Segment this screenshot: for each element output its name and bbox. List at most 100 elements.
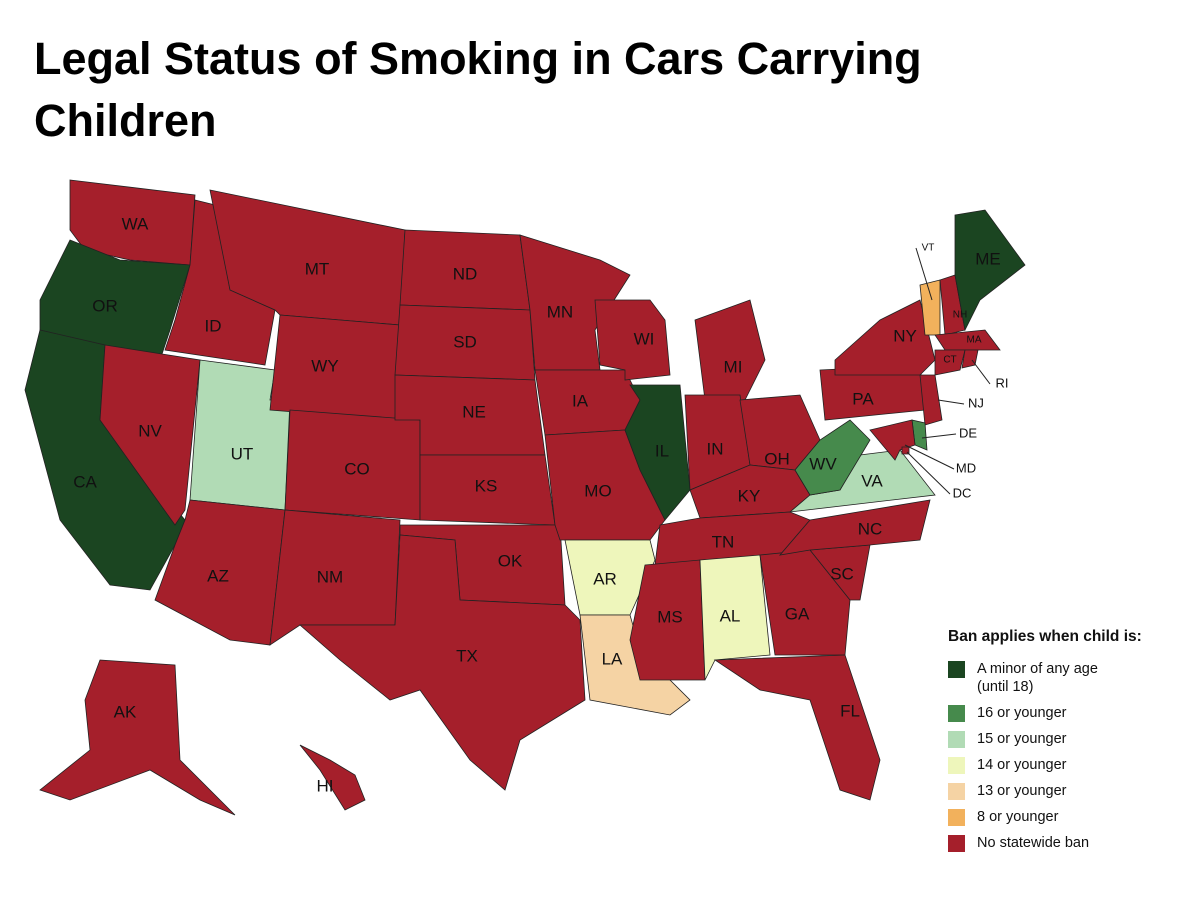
legend-item: 14 or younger [948, 756, 1178, 774]
state-label: PA [852, 389, 874, 408]
state [919, 374, 943, 426]
legend-label: 14 or younger [977, 757, 1067, 773]
state-label: AR [593, 569, 617, 588]
state-label: MD [956, 460, 976, 475]
state-label: TN [712, 532, 735, 551]
state [629, 559, 706, 681]
state [934, 349, 966, 376]
state-label: NC [858, 519, 883, 538]
state-label: KY [738, 486, 761, 505]
state-label: UT [231, 444, 254, 463]
title: Legal Status of Smoking in Cars Carrying… [34, 33, 922, 146]
state-label: ID [205, 316, 222, 335]
legend-item: 13 or younger [948, 782, 1178, 800]
leader-line [906, 451, 951, 495]
legend-title: Ban applies when child is: [948, 628, 1142, 645]
state-label: MA [967, 335, 982, 346]
legend-swatch [948, 835, 965, 852]
state-label: CO [344, 459, 370, 478]
legend-item: A minor of any age (until 18) [948, 660, 1178, 696]
state [778, 499, 931, 556]
state-label: OK [498, 551, 523, 570]
state-label: GA [785, 604, 810, 623]
state-label: MO [584, 481, 611, 500]
leader-line [937, 399, 965, 405]
legend-item: 16 or younger [948, 704, 1178, 722]
state-label: MN [547, 302, 573, 321]
state [624, 384, 691, 521]
state-label: AK [114, 702, 137, 721]
state [579, 614, 691, 716]
state-label: OR [92, 296, 118, 315]
state-label: IN [707, 439, 724, 458]
state-label: AL [720, 606, 741, 625]
state-label: NM [317, 567, 343, 586]
legend: Ban applies when child is: A minor of an… [948, 628, 1178, 860]
state-label: FL [840, 701, 860, 720]
state-label: MT [305, 259, 330, 278]
state [39, 659, 236, 816]
state-label: SD [453, 332, 477, 351]
state [594, 299, 671, 381]
leader-line [921, 433, 957, 439]
legend-label: A minor of any age (until 18) [977, 661, 1098, 695]
legend-swatch [948, 731, 965, 748]
leader-line [904, 444, 955, 470]
state [954, 209, 1026, 332]
leader-line [915, 247, 933, 301]
legend-label: 8 or younger [977, 809, 1059, 825]
state-label: IL [655, 441, 669, 460]
state [713, 654, 881, 801]
legend-swatch [948, 705, 965, 722]
state-label: WV [809, 454, 837, 473]
state-label: KS [475, 476, 498, 495]
legend-label: 16 or younger [977, 705, 1067, 721]
legend-item: 8 or younger [948, 808, 1178, 826]
state-label: ME [975, 249, 1001, 268]
legend-label: No statewide ban [977, 835, 1090, 851]
state [299, 744, 366, 811]
legend-swatch [948, 809, 965, 826]
state-label: MI [724, 357, 743, 376]
state [99, 344, 201, 526]
state [699, 554, 771, 681]
state-label: DE [959, 425, 977, 440]
legend-label: 13 or younger [977, 783, 1067, 799]
legend-swatch [948, 783, 965, 800]
state-label: AZ [207, 566, 229, 585]
legend-item: No statewide ban [948, 834, 1178, 852]
state-label: HI [317, 776, 334, 795]
legend-label: 15 or younger [977, 731, 1067, 747]
state [694, 299, 766, 401]
legend-item: 15 or younger [948, 730, 1178, 748]
state-label: CA [73, 472, 97, 491]
state-label: VT [922, 243, 935, 254]
state-label: RI [996, 375, 1009, 390]
legend-swatch [948, 757, 965, 774]
state-label: LA [602, 649, 623, 668]
state [934, 329, 1001, 351]
state-label: WY [311, 356, 338, 375]
state-label: DC [953, 485, 972, 500]
state [69, 179, 196, 266]
state-label: VA [861, 471, 883, 490]
state-label: NE [462, 402, 486, 421]
state-label: MS [657, 607, 683, 626]
state-label: OH [764, 449, 790, 468]
state-label: NY [893, 326, 917, 345]
state-label: WI [634, 329, 655, 348]
state [519, 234, 631, 371]
leader-line [971, 359, 991, 385]
state-label: SC [830, 564, 854, 583]
state-label: NH [953, 310, 967, 321]
state-label: WA [122, 214, 149, 233]
state [794, 419, 871, 496]
state-label: NV [138, 421, 162, 440]
state-label: TX [456, 646, 478, 665]
legend-swatch [948, 661, 965, 678]
state-label: ND [453, 264, 478, 283]
state [834, 299, 936, 376]
state [298, 534, 586, 791]
